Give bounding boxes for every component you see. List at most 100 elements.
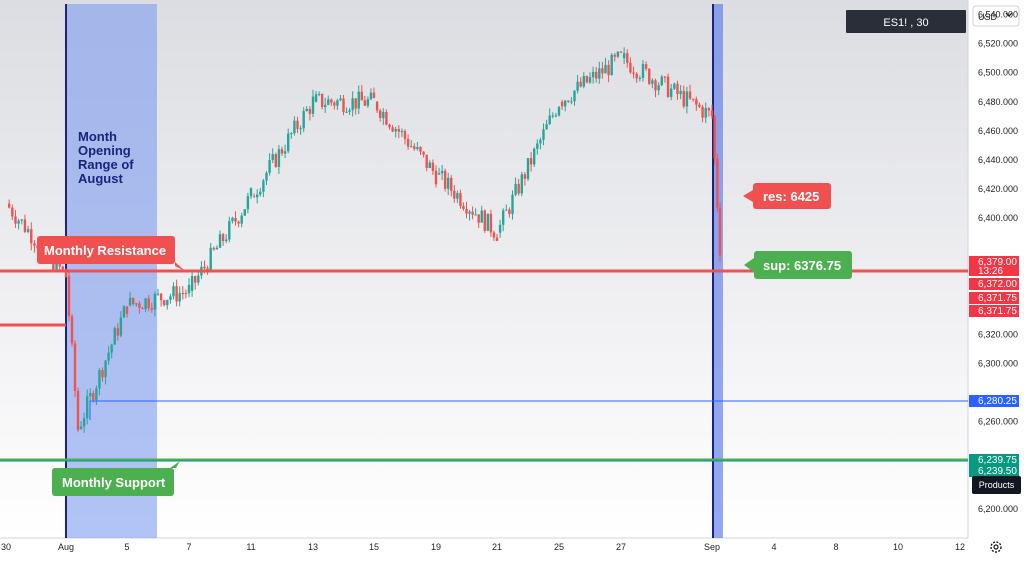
candle-body[interactable] — [271, 154, 274, 161]
candle-body[interactable] — [447, 177, 450, 189]
candle-body[interactable] — [379, 110, 382, 119]
candle-body[interactable] — [101, 370, 104, 378]
candle-body[interactable] — [240, 215, 243, 224]
candle-body[interactable] — [357, 91, 360, 109]
candle-body[interactable] — [181, 293, 184, 295]
candle-body[interactable] — [320, 93, 324, 108]
candle-body[interactable] — [234, 217, 237, 222]
candle-body[interactable] — [391, 127, 394, 132]
candle-body[interactable] — [187, 284, 191, 294]
candle-body[interactable] — [280, 149, 284, 154]
candle-body[interactable] — [70, 316, 74, 344]
candle-body[interactable] — [246, 196, 250, 210]
candle-body[interactable] — [385, 112, 388, 125]
candle-body[interactable] — [397, 129, 400, 132]
candle-body[interactable] — [169, 296, 172, 300]
candle-body[interactable] — [716, 158, 719, 208]
candle-body[interactable] — [231, 217, 234, 222]
candle-body[interactable] — [150, 308, 153, 310]
candle-body[interactable] — [277, 149, 281, 167]
candle-body[interactable] — [495, 237, 499, 241]
candle-body[interactable] — [215, 247, 219, 250]
candle-body[interactable] — [564, 100, 567, 107]
candle-body[interactable] — [135, 303, 138, 305]
candle-body[interactable] — [682, 90, 685, 107]
candle-body[interactable] — [598, 68, 601, 79]
candle-body[interactable] — [443, 170, 447, 189]
candle-body[interactable] — [607, 64, 610, 76]
candle-body[interactable] — [465, 208, 468, 214]
candle-body[interactable] — [252, 196, 256, 198]
candle-body[interactable] — [369, 92, 373, 100]
candle-body[interactable] — [434, 170, 438, 185]
candle-body[interactable] — [256, 194, 259, 198]
candle-body[interactable] — [305, 108, 308, 112]
candle-body[interactable] — [107, 352, 110, 361]
candle-body[interactable] — [573, 90, 576, 102]
candle-body[interactable] — [14, 216, 17, 224]
candle-body[interactable] — [79, 426, 83, 429]
candle-body[interactable] — [663, 76, 667, 78]
candle-body[interactable] — [551, 115, 554, 117]
candle-body[interactable] — [290, 133, 293, 135]
candle-body[interactable] — [508, 209, 511, 215]
candle-body[interactable] — [718, 207, 722, 256]
candle-body[interactable] — [498, 224, 502, 233]
sup-callout-box[interactable] — [754, 251, 852, 279]
candle-body[interactable] — [704, 108, 707, 118]
candle-body[interactable] — [570, 101, 573, 103]
candle-body[interactable] — [483, 210, 486, 231]
candle-body[interactable] — [132, 297, 135, 305]
candle-body[interactable] — [539, 139, 542, 144]
candle-body[interactable] — [582, 75, 585, 87]
candle-body[interactable] — [400, 130, 404, 132]
candle-body[interactable] — [147, 298, 150, 309]
candle-body[interactable] — [339, 98, 342, 101]
candle-body[interactable] — [20, 219, 23, 221]
symbol-badge-box[interactable] — [846, 10, 966, 33]
candle-body[interactable] — [453, 190, 456, 199]
candle-body[interactable] — [622, 53, 626, 59]
candle-body[interactable] — [166, 299, 169, 306]
candle-body[interactable] — [302, 111, 305, 129]
candle-body[interactable] — [440, 170, 444, 174]
candle-body[interactable] — [591, 71, 595, 78]
candle-body[interactable] — [268, 160, 271, 173]
res-callout-box[interactable] — [753, 183, 831, 209]
candle-body[interactable] — [648, 68, 651, 84]
candle-body[interactable] — [262, 180, 265, 192]
candle-body[interactable] — [360, 91, 363, 101]
candle-body[interactable] — [651, 80, 654, 84]
candle-body[interactable] — [431, 162, 435, 171]
candle-body[interactable] — [228, 221, 231, 240]
candle-body[interactable] — [98, 370, 101, 389]
opening-range-low-line[interactable] — [89, 400, 968, 420]
candle-body[interactable] — [437, 173, 441, 175]
candle-body[interactable] — [26, 229, 30, 232]
candle-body[interactable] — [203, 266, 206, 269]
candle-body[interactable] — [95, 388, 98, 401]
candle-body[interactable] — [610, 54, 613, 76]
candle-body[interactable] — [259, 191, 262, 195]
candle-body[interactable] — [526, 158, 530, 179]
candle-body[interactable] — [533, 148, 536, 165]
candle-body[interactable] — [197, 275, 200, 283]
candle-body[interactable] — [351, 98, 354, 111]
candle-body[interactable] — [237, 221, 240, 224]
candle-body[interactable] — [673, 83, 676, 89]
candle-body[interactable] — [554, 115, 558, 117]
candle-body[interactable] — [287, 133, 290, 152]
candle-body[interactable] — [190, 276, 194, 291]
candle-body[interactable] — [626, 53, 629, 63]
candle-body[interactable] — [710, 110, 714, 117]
candle-body[interactable] — [632, 72, 635, 74]
candle-body[interactable] — [317, 93, 321, 95]
candle-body[interactable] — [17, 220, 20, 224]
candle-body[interactable] — [76, 390, 80, 430]
candle-body[interactable] — [679, 90, 682, 95]
candle-body[interactable] — [138, 303, 141, 308]
candle-body[interactable] — [23, 219, 27, 232]
candle-body[interactable] — [548, 115, 551, 125]
candle-body[interactable] — [249, 188, 253, 197]
